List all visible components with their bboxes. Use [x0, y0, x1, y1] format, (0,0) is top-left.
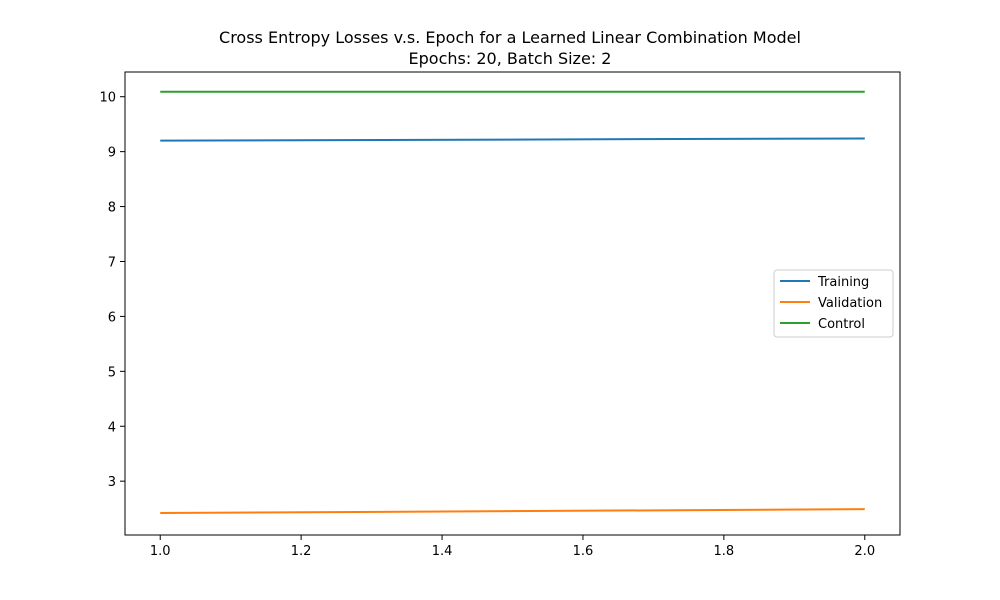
series-line-validation [160, 508, 865, 515]
legend: Training Validation Control [773, 269, 894, 338]
y-tick-label: 8 [108, 201, 116, 216]
x-tick-label: 2.0 [854, 544, 875, 559]
series-line-training [160, 137, 865, 142]
y-tick-label: 7 [108, 255, 116, 270]
y-tick-label: 5 [108, 365, 116, 380]
legend-label-validation: Validation [818, 296, 882, 311]
y-tick-label: 10 [99, 91, 116, 106]
x-tick-label: 1.2 [291, 544, 312, 559]
chart-subtitle: Epochs: 20, Batch Size: 2 [409, 49, 612, 68]
chart-title: Cross Entropy Losses v.s. Epoch for a Le… [219, 28, 801, 47]
legend-label-training: Training [817, 275, 869, 290]
y-tick-label: 6 [108, 310, 116, 325]
x-tick-label: 1.0 [150, 544, 171, 559]
plot-lines [160, 90, 865, 515]
y-axis: 3 4 5 6 7 8 9 10 [99, 91, 125, 490]
plot-frame [124, 71, 901, 536]
x-tick-label: 1.6 [573, 544, 594, 559]
y-tick-label: 9 [108, 146, 116, 161]
x-axis: 1.0 1.2 1.4 1.6 1.8 2.0 [150, 535, 875, 559]
y-tick-label: 4 [108, 420, 116, 435]
legend-label-control: Control [818, 317, 865, 332]
legend-box [773, 269, 894, 338]
y-tick-label: 3 [108, 475, 116, 490]
x-tick-label: 1.8 [714, 544, 735, 559]
x-tick-label: 1.4 [432, 544, 453, 559]
